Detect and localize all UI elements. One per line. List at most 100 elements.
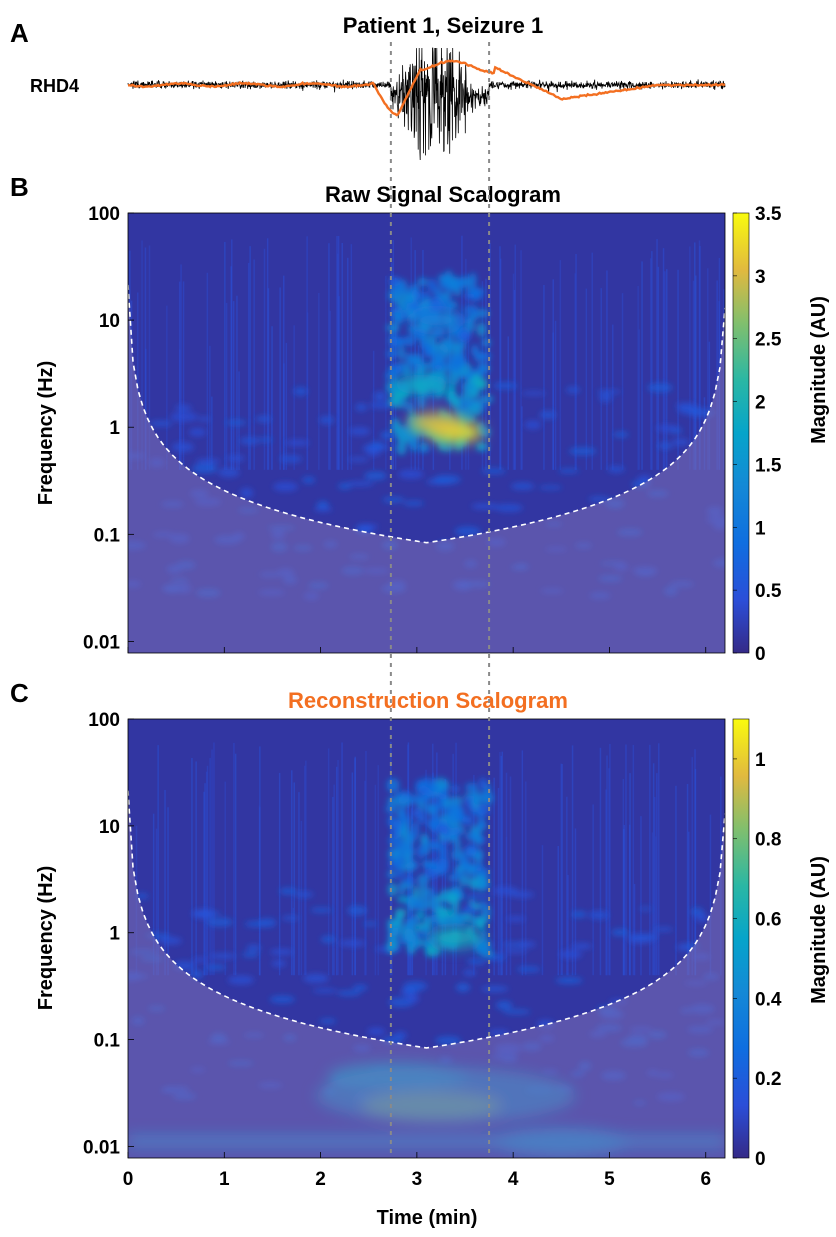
y-tick-label: 0.01 [83,1137,120,1158]
activity-blob [447,892,460,902]
activity-blob [457,341,466,351]
texture-blob [639,906,652,911]
texture-blob [565,386,581,394]
activity-blob [470,399,484,416]
background-striation [137,292,139,470]
background-striation [249,246,251,470]
activity-blob [417,277,428,287]
texture-blob [510,482,535,490]
panel-a-title: Patient 1, Seizure 1 [343,13,544,38]
activity-blob [387,918,398,928]
activity-blob [422,860,437,869]
activity-blob [386,778,400,793]
background-striation [351,772,354,976]
activity-blob [411,941,419,950]
background-striation [385,275,387,470]
activity-blob [473,289,481,299]
activity-blob [470,387,480,399]
activity-blob [481,867,490,878]
x-axis-label: Time (min) [377,1207,478,1229]
texture-blob [302,476,316,484]
texture-blob [571,910,587,918]
background-striation [209,345,211,470]
activity-blob [467,851,475,858]
background-striation [654,797,656,976]
texture-blob [382,496,405,503]
texture-blob [647,383,673,393]
activity-blob [455,864,465,874]
background-striation [574,828,577,976]
activity-blob [454,836,461,853]
background-striation [253,259,255,470]
activity-blob [477,815,485,829]
texture-blob [502,949,528,954]
activity-blob [455,917,466,927]
texture-blob [657,442,674,450]
background-striation [513,290,516,470]
background-striation [571,745,574,976]
panel-c-colorbar-label: Magnitude (AU) [808,856,830,1004]
background-striation [651,832,654,976]
seizure-activity [384,270,494,456]
activity-blob [444,270,453,285]
colorbar-tick-label: 0 [755,1149,766,1170]
background-striation [707,268,709,470]
activity-blob [387,815,397,827]
texture-blob [218,467,240,478]
background-striation [695,275,697,470]
activity-blob [431,356,445,365]
background-striation [606,270,608,470]
colorbar-tick-label: 3.5 [755,204,782,225]
activity-blob [478,777,488,790]
texture-blob [188,428,207,437]
background-striation [473,774,475,976]
background-striation [658,743,660,976]
background-striation [493,777,495,976]
activity-blob [437,274,448,281]
background-striation [332,797,334,976]
background-striation [452,753,454,976]
panel-c-title: Reconstruction Scalogram [288,688,568,713]
texture-blob [506,915,526,922]
background-striation [432,743,434,976]
activity-blob [391,926,402,937]
activity-blob [468,898,476,909]
activity-blob [412,794,422,805]
texture-blob [611,928,629,937]
texture-blob [364,471,387,481]
background-striation [497,788,500,976]
texture-blob [465,894,492,899]
x-tick-label: 5 [604,1169,615,1190]
texture-blob [558,468,580,474]
texture-blob [255,415,272,423]
texture-blob [521,391,547,396]
panel-b-colorbar-ticks: 0 0.5 1 1.5 2 2.5 3 3.5 [733,204,782,665]
background-striation [167,807,169,976]
y-tick-label: 100 [88,204,120,225]
texture-blob [192,463,218,474]
texture-blob [158,936,182,945]
texture-blob [493,382,518,390]
activity-blob [441,365,451,372]
colorbar-tick-label: 2.5 [755,330,782,351]
background-striation [305,760,307,976]
background-striation [234,753,237,976]
texture-blob [655,424,680,432]
texture-blob [206,917,234,927]
activity-blob [419,926,432,935]
background-striation [278,772,281,976]
background-striation [599,747,602,976]
panel-b-y-ticks: 100 10 1 0.1 0.01 [83,204,707,653]
activity-blob [437,438,446,451]
background-striation [236,295,238,470]
panel-b-y-axis-label: Frequency (Hz) [35,361,57,505]
texture-blob [481,985,509,992]
texture-blob [319,1018,337,1024]
texture-blob [312,988,338,993]
x-tick-label: 6 [700,1169,711,1190]
activity-blob [397,428,412,440]
background-striation [638,329,640,470]
cone-of-influence-shade [128,213,725,653]
background-striation [327,748,330,976]
background-striation [247,262,250,470]
